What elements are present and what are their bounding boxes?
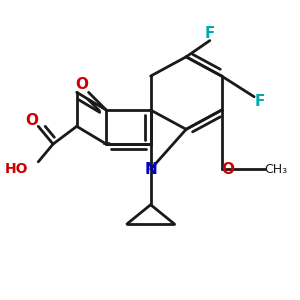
- Text: O: O: [76, 77, 88, 92]
- Text: =: =: [102, 139, 111, 149]
- Text: N: N: [144, 162, 157, 177]
- Text: F: F: [254, 94, 265, 109]
- Text: CH₃: CH₃: [265, 163, 288, 176]
- Text: HO: HO: [4, 162, 28, 176]
- Text: O: O: [222, 162, 235, 177]
- Text: F: F: [205, 26, 215, 40]
- Text: O: O: [25, 113, 38, 128]
